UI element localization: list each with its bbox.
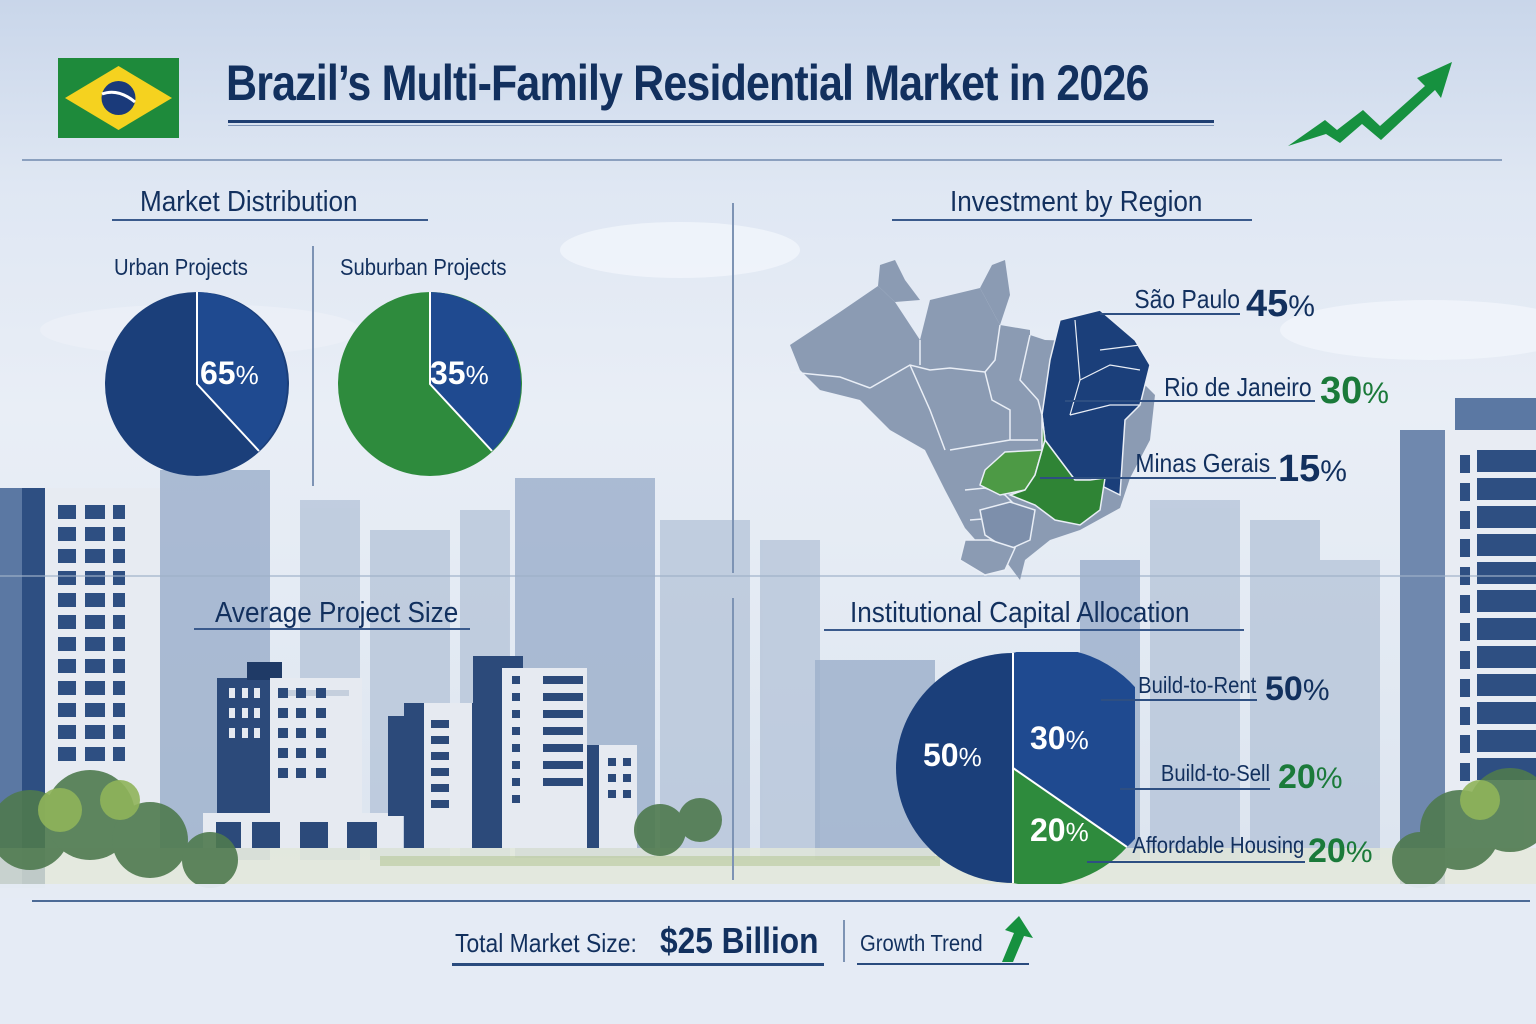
region-value: 30% <box>1320 370 1389 412</box>
investment-by-region-underline <box>892 219 1252 221</box>
region-underline <box>1100 313 1240 315</box>
pie-slice-label-30: 30% <box>1030 720 1089 756</box>
suburban-projects-pie-chart <box>338 292 522 476</box>
legend-value: 20% <box>1278 758 1343 796</box>
legend-name: Build-to-Rent <box>1137 672 1256 698</box>
quadrant-divider-top <box>732 203 734 573</box>
legend-value: 20% <box>1308 832 1373 870</box>
legend-value: 50% <box>1265 670 1330 708</box>
quadrant-divider-bottom <box>732 598 734 880</box>
suburban-pie-value: 35% <box>430 355 489 391</box>
up-arrow-icon <box>1002 916 1033 962</box>
average-project-size-title: Average Project Size <box>215 597 459 629</box>
growth-trend-label: Growth Trend <box>860 930 983 956</box>
region-underline <box>1040 477 1276 479</box>
legend-underline <box>1087 861 1305 863</box>
total-market-size-label: Total Market Size: <box>455 928 637 958</box>
legend-name: Build-to-Sell <box>1160 760 1270 786</box>
investment-by-region-title: Investment by Region <box>950 186 1203 218</box>
region-value: 45% <box>1246 283 1315 325</box>
project-buildings-illustration <box>203 656 637 848</box>
region-name: São Paulo <box>1134 284 1240 314</box>
title-underline <box>228 120 1214 123</box>
average-project-size-underline <box>194 628 470 630</box>
institutional-capital-underline <box>824 629 1244 631</box>
quadrant-divider-horizontal <box>0 575 1536 577</box>
page-title: Brazil’s Multi-Family Residential Market… <box>226 55 1149 111</box>
capital-allocation-pie-chart <box>896 652 1135 884</box>
pie-slice-label-50: 50% <box>923 737 982 773</box>
growth-zigzag-arrow-icon <box>1288 62 1452 146</box>
footer-divider <box>32 900 1530 902</box>
legend-underline <box>1101 699 1257 701</box>
urban-projects-label: Urban Projects <box>114 254 248 280</box>
market-distribution-divider <box>312 246 314 486</box>
footer-separator <box>843 920 845 962</box>
region-value: 15% <box>1278 448 1347 490</box>
region-name: Rio de Janeiro <box>1164 372 1312 402</box>
growth-trend-underline <box>857 963 1029 965</box>
urban-projects-pie-chart <box>105 292 289 476</box>
market-distribution-underline <box>112 219 428 221</box>
region-underline <box>1065 400 1315 402</box>
urban-pie-value: 65% <box>200 355 259 391</box>
header-divider <box>22 159 1502 161</box>
pie-slice-label-20: 20% <box>1030 812 1089 848</box>
brazil-flag-icon <box>58 58 179 138</box>
total-market-size-underline <box>452 963 824 966</box>
legend-name: Affordable Housing <box>1132 832 1304 858</box>
legend-underline <box>1120 788 1270 790</box>
total-market-size-value: $25 Billion <box>660 920 819 961</box>
title-underline-thin <box>228 125 1214 126</box>
institutional-capital-title: Institutional Capital Allocation <box>850 597 1190 629</box>
brazil-region-map <box>789 260 1155 580</box>
suburban-projects-label: Suburban Projects <box>340 254 507 280</box>
market-distribution-title: Market Distribution <box>140 186 358 218</box>
region-name: Minas Gerais <box>1135 448 1270 478</box>
